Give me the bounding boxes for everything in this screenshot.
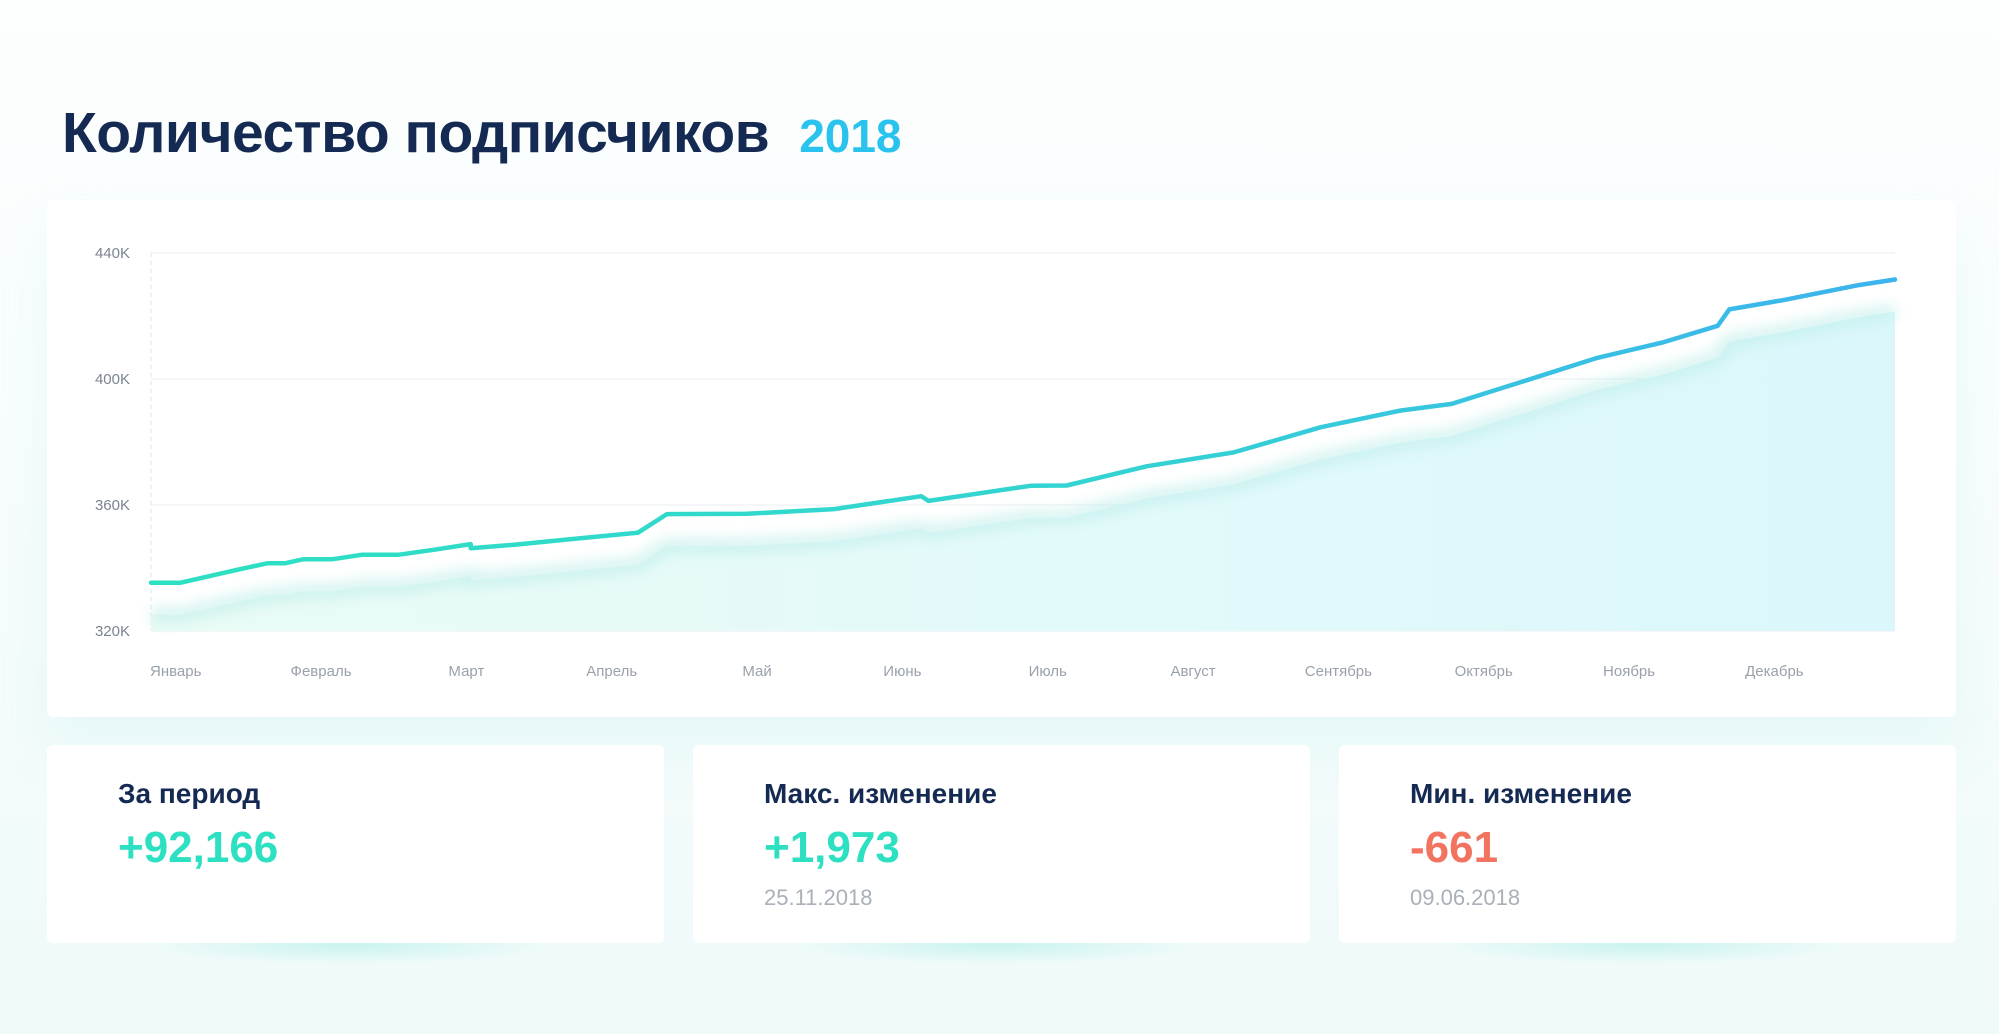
stat-value: +92,166	[118, 823, 279, 872]
stat-value: -661	[1410, 823, 1499, 872]
page-header: Количество подписчиков 2018	[62, 100, 902, 166]
x-tick-label: Июнь	[883, 663, 921, 680]
y-tick-label: 320K	[95, 623, 130, 640]
chart-card: 440K 400K 360K 320K Январь Февраль Март Апрель…	[47, 200, 1956, 717]
stat-value: +1,973	[764, 823, 900, 872]
x-tick-label: Март	[448, 663, 484, 680]
x-tick-label: Май	[742, 663, 771, 680]
x-tick-label: Февраль	[291, 663, 352, 680]
stat-date: 25.11.2018	[764, 885, 873, 910]
area-fill	[151, 311, 1895, 631]
stat-title: Макс. изменение	[764, 778, 997, 809]
x-tick-label: Октябрь	[1455, 663, 1513, 680]
subscribers-chart: 440K 400K 360K 320K Январь Февраль Март Апрель…	[95, 245, 1898, 680]
year-label: 2018	[799, 110, 902, 162]
y-tick-label: 360K	[95, 497, 130, 514]
x-tick-label: Декабрь	[1745, 663, 1804, 680]
series-line	[148, 277, 1898, 586]
page-title: Количество подписчиков	[62, 101, 770, 165]
x-tick-label: Январь	[150, 663, 202, 680]
line-glow	[151, 304, 1897, 622]
stat-card-min-change: Мин. изменение -661 09.06.2018	[1339, 745, 1956, 943]
y-tick-label: 400K	[95, 371, 130, 388]
stat-title: За период	[118, 778, 261, 809]
stat-title: Мин. изменение	[1410, 778, 1632, 809]
x-tick-label: Сентябрь	[1305, 663, 1372, 680]
x-tick-label: Июль	[1029, 663, 1067, 680]
x-tick-label: Апрель	[586, 663, 637, 680]
y-tick-label: 440K	[95, 245, 130, 262]
stat-card-period: За период +92,166	[47, 745, 664, 943]
x-tick-label: Ноябрь	[1603, 663, 1655, 680]
stat-date: 09.06.2018	[1410, 885, 1521, 910]
x-tick-label: Август	[1170, 663, 1215, 680]
stat-card-max-change: Макс. изменение +1,973 25.11.2018	[693, 745, 1310, 943]
